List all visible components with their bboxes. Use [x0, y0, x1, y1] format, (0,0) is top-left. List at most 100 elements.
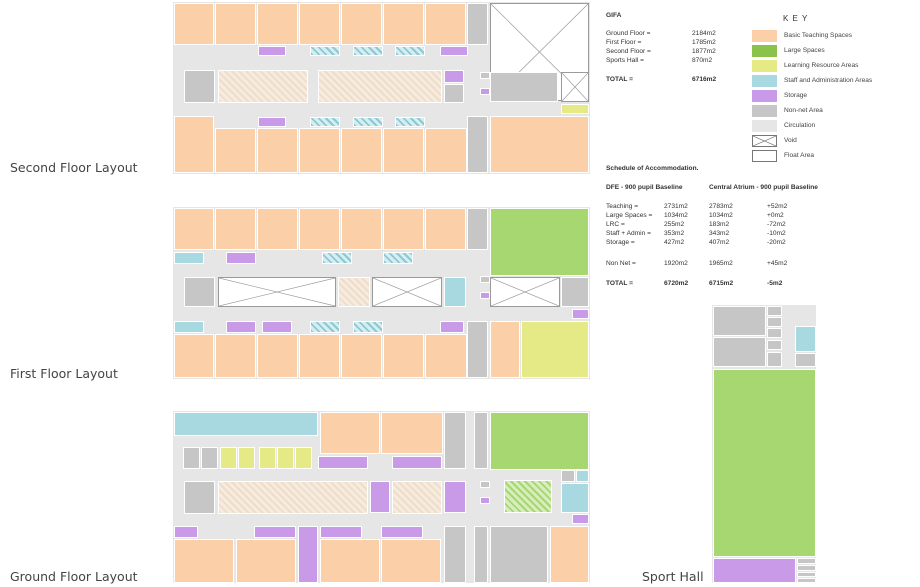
- gifa-title: GIFA: [606, 12, 622, 19]
- key-swatch: [752, 150, 777, 162]
- schedule-row-label: Teaching =: [606, 203, 639, 210]
- gifa-row-value: 870m2: [692, 57, 713, 64]
- non-net-room: [561, 470, 575, 482]
- teaching-room: [381, 539, 441, 583]
- non-net-room: [767, 328, 782, 338]
- teaching-room: [174, 539, 234, 583]
- key-label: Float Area: [784, 152, 815, 159]
- stair-core: [184, 70, 215, 103]
- staff-room: [310, 46, 340, 56]
- schedule-row-dfe: 1034m2: [664, 212, 688, 219]
- learning-resource-room: [521, 321, 589, 378]
- storage-room: [381, 526, 423, 538]
- atrium-float-area: [318, 70, 442, 103]
- teaching-room: [425, 3, 466, 45]
- non-net-room: [713, 306, 766, 336]
- stair-core: [184, 277, 215, 307]
- gifa-row-label: Second Floor =: [606, 48, 651, 55]
- first-floor-label: First Floor Layout: [10, 366, 118, 381]
- non-net-room: [480, 481, 490, 488]
- learning-resource-room: [277, 447, 294, 469]
- teaching-room: [383, 208, 424, 250]
- teaching-room: [215, 208, 256, 250]
- storage-room: [298, 526, 318, 583]
- schedule-nonnet-dfe: 1920m2: [664, 260, 688, 267]
- learning-resource-room: [220, 447, 237, 469]
- storage-room: [713, 558, 796, 583]
- key-label: Learning Resource Areas: [784, 62, 859, 69]
- gifa-total-label: TOTAL =: [606, 76, 633, 83]
- large-space: [490, 208, 589, 276]
- staff-room: [383, 252, 413, 264]
- stair-core: [474, 412, 488, 469]
- second-floor-label: Second Floor Layout: [10, 160, 138, 175]
- key-label: Circulation: [784, 122, 816, 129]
- void-area: [561, 72, 589, 102]
- staff-room: [795, 326, 816, 352]
- schedule-row-diff: +0m2: [767, 212, 784, 219]
- staff-room: [322, 252, 352, 264]
- teaching-room: [174, 334, 214, 378]
- non-net-room: [201, 447, 218, 469]
- schedule-nonnet-atrium: 1965m2: [709, 260, 733, 267]
- schedule-row-atrium: 407m2: [709, 239, 730, 246]
- key-label: Non-net Area: [784, 107, 823, 114]
- teaching-room: [425, 128, 467, 173]
- non-net-room: [490, 72, 558, 102]
- teaching-room: [320, 412, 380, 454]
- schedule-total-diff: -5m2: [767, 280, 783, 287]
- teaching-room: [174, 3, 214, 45]
- stair-core: [467, 3, 488, 45]
- void-cross-icon: [491, 278, 559, 306]
- schedule-row-diff: -10m2: [767, 230, 786, 237]
- float-area: [338, 277, 370, 307]
- teaching-room: [299, 3, 340, 45]
- storage-room: [262, 321, 292, 333]
- learning-resource-room: [259, 447, 276, 469]
- float-area: [218, 70, 308, 103]
- non-net-room: [797, 572, 816, 577]
- staff-room: [174, 252, 204, 264]
- storage-room: [254, 526, 296, 538]
- large-space-float: [504, 480, 552, 513]
- storage-room: [444, 70, 464, 83]
- void-area: [490, 277, 560, 307]
- ground-floor-label: Ground Floor Layout: [10, 569, 138, 584]
- schedule-row-atrium: 183m2: [709, 221, 730, 228]
- non-net-room: [444, 84, 464, 103]
- teaching-room: [341, 208, 382, 250]
- storage-room: [572, 514, 589, 524]
- staff-room: [353, 46, 383, 56]
- non-net-room: [444, 412, 466, 469]
- schedule-total-dfe: 6720m2: [664, 280, 689, 287]
- void-cross-icon: [562, 73, 588, 101]
- teaching-room: [341, 128, 382, 173]
- large-space: [490, 412, 589, 470]
- key-swatch: [752, 45, 777, 57]
- non-net-room: [713, 337, 766, 367]
- schedule-row-dfe: 255m2: [664, 221, 685, 228]
- storage-room: [174, 526, 198, 538]
- staff-room: [395, 117, 425, 127]
- non-net-room: [795, 353, 816, 367]
- gifa-row-label: First Floor =: [606, 39, 642, 46]
- staff-room: [310, 321, 340, 333]
- gifa-row-label: Sports Hall =: [606, 57, 644, 64]
- float-area: [392, 481, 442, 514]
- void-area: [218, 277, 336, 307]
- storage-room: [370, 481, 390, 513]
- teaching-room: [425, 208, 466, 250]
- storage-room: [258, 117, 286, 127]
- key-swatch: [752, 60, 777, 72]
- gifa-row-value: 2184m2: [692, 30, 716, 37]
- stair-core: [474, 526, 488, 583]
- gifa-total-value: 6716m2: [692, 76, 717, 83]
- schedule-nonnet-diff: +45m2: [767, 260, 788, 267]
- teaching-room: [383, 334, 424, 378]
- schedule-total-label: TOTAL =: [606, 280, 633, 287]
- key-swatch: [752, 120, 777, 132]
- non-net-room: [797, 558, 816, 564]
- storage-room: [572, 309, 589, 319]
- sports-hall-large-space: [713, 369, 816, 557]
- storage-room: [480, 497, 490, 504]
